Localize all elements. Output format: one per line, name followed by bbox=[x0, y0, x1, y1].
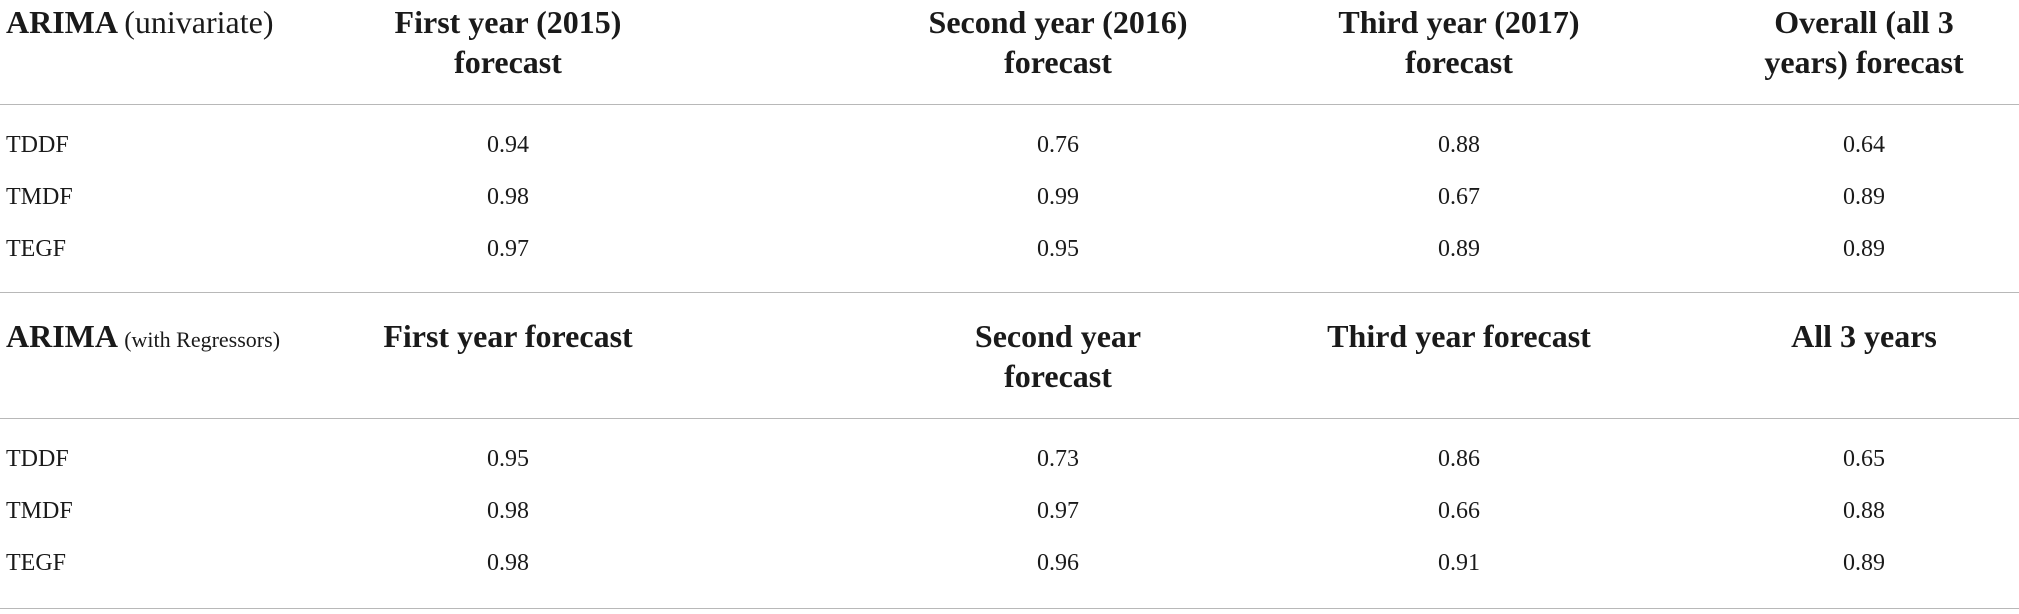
table-cell: 0.67 bbox=[1438, 184, 1480, 210]
table-cell: 0.76 bbox=[1037, 132, 1079, 158]
table-cell: 0.64 bbox=[1843, 132, 1885, 158]
header-line: forecast bbox=[454, 44, 562, 80]
table-cell: 0.89 bbox=[1843, 550, 1885, 576]
header-line: First year (2015) bbox=[394, 4, 622, 40]
model-name: ARIMA bbox=[6, 318, 117, 354]
table-cell: 0.66 bbox=[1438, 498, 1480, 524]
row-label: TMDF bbox=[6, 498, 73, 524]
column-header-second-year: Second year forecast bbox=[888, 316, 1228, 396]
header-divider bbox=[0, 418, 2019, 419]
table-row: TEGF 0.97 0.95 0.89 0.89 bbox=[0, 222, 2019, 274]
table-cell: 0.88 bbox=[1438, 132, 1480, 158]
row-label: TEGF bbox=[6, 550, 66, 576]
table-cell: 0.89 bbox=[1843, 184, 1885, 210]
header-line: forecast bbox=[1004, 44, 1112, 80]
table-cell: 0.73 bbox=[1037, 446, 1079, 472]
model-name: ARIMA bbox=[6, 4, 117, 40]
arima-regressors-section: ARIMA (with Regressors) First year forec… bbox=[0, 312, 2019, 609]
model-qualifier: (with Regressors) bbox=[124, 327, 281, 352]
table-cell: 0.98 bbox=[487, 184, 529, 210]
header-line: Second year (2016) bbox=[928, 4, 1188, 40]
column-header-third-year: Third year (2017) forecast bbox=[1289, 2, 1629, 82]
column-header-second-year: Second year (2016) forecast bbox=[888, 2, 1228, 82]
column-header-first-year: First year forecast bbox=[358, 316, 658, 356]
row-label: TEGF bbox=[6, 236, 66, 262]
section-divider bbox=[0, 292, 2019, 293]
table-header-row: ARIMA (with Regressors) First year forec… bbox=[0, 312, 2019, 416]
table-row: TEGF 0.98 0.96 0.91 0.89 bbox=[0, 536, 2019, 588]
table-cell: 0.65 bbox=[1843, 446, 1885, 472]
arima-univariate-section: ARIMA (univariate) First year (2015) for… bbox=[0, 0, 2019, 293]
table-cell: 0.98 bbox=[487, 498, 529, 524]
header-line: Third year (2017) bbox=[1338, 4, 1580, 40]
model-qualifier: (univariate) bbox=[124, 4, 274, 40]
header-line: years) forecast bbox=[1764, 44, 1964, 80]
header-line: forecast bbox=[1405, 44, 1513, 80]
column-header-third-year: Third year forecast bbox=[1289, 316, 1629, 356]
column-header-overall: Overall (all 3 years) forecast bbox=[1714, 2, 2014, 82]
table-cell: 0.96 bbox=[1037, 550, 1079, 576]
header-line: Second year bbox=[974, 318, 1142, 354]
column-header-all-years: All 3 years bbox=[1714, 316, 2014, 356]
table-row: TMDF 0.98 0.99 0.67 0.89 bbox=[0, 170, 2019, 222]
table-cell: 0.95 bbox=[1037, 236, 1079, 262]
table-row: TDDF 0.94 0.76 0.88 0.64 bbox=[0, 118, 2019, 170]
table-cell: 0.91 bbox=[1438, 550, 1480, 576]
table-cell: 0.98 bbox=[487, 550, 529, 576]
table-header-row: ARIMA (univariate) First year (2015) for… bbox=[0, 0, 2019, 104]
header-line: Overall (all 3 bbox=[1774, 4, 1954, 40]
table-cell: 0.97 bbox=[487, 236, 529, 262]
table-cell: 0.88 bbox=[1843, 498, 1885, 524]
header-line: First year forecast bbox=[383, 318, 633, 354]
table-cell: 0.86 bbox=[1438, 446, 1480, 472]
row-label: TDDF bbox=[6, 132, 69, 158]
header-line: Third year forecast bbox=[1327, 318, 1591, 354]
table-cell: 0.89 bbox=[1438, 236, 1480, 262]
table-cell: 0.99 bbox=[1037, 184, 1079, 210]
bottom-rule bbox=[0, 608, 2019, 609]
table-row: TDDF 0.95 0.73 0.86 0.65 bbox=[0, 432, 2019, 484]
column-header-first-year: First year (2015) forecast bbox=[358, 2, 658, 82]
header-line: forecast bbox=[1004, 358, 1112, 394]
model-header: ARIMA (with Regressors) bbox=[6, 316, 280, 360]
row-label: TMDF bbox=[6, 184, 73, 210]
table-cell: 0.89 bbox=[1843, 236, 1885, 262]
table-row: TMDF 0.98 0.97 0.66 0.88 bbox=[0, 484, 2019, 536]
table-cell: 0.95 bbox=[487, 446, 529, 472]
header-line: All 3 years bbox=[1791, 318, 1937, 354]
table-cell: 0.97 bbox=[1037, 498, 1079, 524]
table-cell: 0.94 bbox=[487, 132, 529, 158]
header-divider bbox=[0, 104, 2019, 105]
model-header: ARIMA (univariate) bbox=[6, 2, 273, 42]
row-label: TDDF bbox=[6, 446, 69, 472]
